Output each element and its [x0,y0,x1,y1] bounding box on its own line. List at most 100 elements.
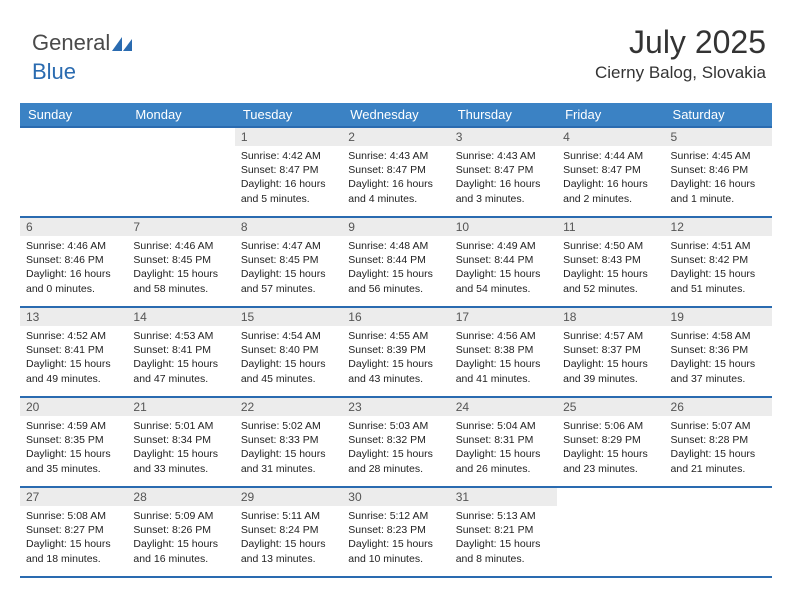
day-line-sr: Sunrise: 4:43 AM [348,149,443,163]
day-body: Sunrise: 5:08 AMSunset: 8:27 PMDaylight:… [20,506,127,572]
day-line-d2: and 56 minutes. [348,282,443,296]
day-body: Sunrise: 4:50 AMSunset: 8:43 PMDaylight:… [557,236,664,302]
day-line-d2: and 41 minutes. [456,372,551,386]
day-line-d1: Daylight: 16 hours [671,177,766,191]
day-body: Sunrise: 5:04 AMSunset: 8:31 PMDaylight:… [450,416,557,482]
day-line-ss: Sunset: 8:23 PM [348,523,443,537]
day-line-d1: Daylight: 15 hours [348,267,443,281]
day-number: 9 [342,218,449,236]
day-line-d2: and 31 minutes. [241,462,336,476]
day-cell: 25Sunrise: 5:06 AMSunset: 8:29 PMDayligh… [557,398,664,486]
day-cell: 6Sunrise: 4:46 AMSunset: 8:46 PMDaylight… [20,218,127,306]
day-body: Sunrise: 5:03 AMSunset: 8:32 PMDaylight:… [342,416,449,482]
day-body: Sunrise: 5:02 AMSunset: 8:33 PMDaylight:… [235,416,342,482]
day-line-sr: Sunrise: 4:51 AM [671,239,766,253]
day-line-d1: Daylight: 15 hours [563,357,658,371]
day-line-d1: Daylight: 15 hours [348,447,443,461]
day-line-ss: Sunset: 8:47 PM [241,163,336,177]
day-line-d2: and 0 minutes. [26,282,121,296]
day-line-sr: Sunrise: 4:55 AM [348,329,443,343]
day-line-sr: Sunrise: 4:53 AM [133,329,228,343]
day-line-sr: Sunrise: 4:43 AM [456,149,551,163]
day-line-d1: Daylight: 15 hours [456,447,551,461]
day-number: 28 [127,488,234,506]
calendar: Sunday Monday Tuesday Wednesday Thursday… [20,103,772,578]
day-body: Sunrise: 4:43 AMSunset: 8:47 PMDaylight:… [450,146,557,212]
day-line-d2: and 57 minutes. [241,282,336,296]
day-line-d1: Daylight: 16 hours [348,177,443,191]
day-line-d1: Daylight: 15 hours [348,537,443,551]
day-cell: 30Sunrise: 5:12 AMSunset: 8:23 PMDayligh… [342,488,449,576]
day-line-ss: Sunset: 8:29 PM [563,433,658,447]
day-body: Sunrise: 5:07 AMSunset: 8:28 PMDaylight:… [665,416,772,482]
day-line-sr: Sunrise: 5:09 AM [133,509,228,523]
day-line-d1: Daylight: 15 hours [133,537,228,551]
day-number: 2 [342,128,449,146]
day-line-sr: Sunrise: 5:12 AM [348,509,443,523]
day-cell: 28Sunrise: 5:09 AMSunset: 8:26 PMDayligh… [127,488,234,576]
weekday-header: Thursday [450,103,557,126]
day-body: Sunrise: 4:44 AMSunset: 8:47 PMDaylight:… [557,146,664,212]
day-body: Sunrise: 4:46 AMSunset: 8:46 PMDaylight:… [20,236,127,302]
day-line-ss: Sunset: 8:41 PM [26,343,121,357]
day-line-ss: Sunset: 8:33 PM [241,433,336,447]
month-title: July 2025 [595,24,766,61]
weekday-header-row: Sunday Monday Tuesday Wednesday Thursday… [20,103,772,126]
day-line-d2: and 47 minutes. [133,372,228,386]
day-number: 10 [450,218,557,236]
day-line-d2: and 8 minutes. [456,552,551,566]
day-cell: 19Sunrise: 4:58 AMSunset: 8:36 PMDayligh… [665,308,772,396]
day-line-d2: and 28 minutes. [348,462,443,476]
day-number: 21 [127,398,234,416]
weeks-container: 1Sunrise: 4:42 AMSunset: 8:47 PMDaylight… [20,126,772,576]
day-line-d2: and 52 minutes. [563,282,658,296]
day-line-ss: Sunset: 8:27 PM [26,523,121,537]
day-body: Sunrise: 4:51 AMSunset: 8:42 PMDaylight:… [665,236,772,302]
day-body: Sunrise: 4:47 AMSunset: 8:45 PMDaylight:… [235,236,342,302]
day-number: 25 [557,398,664,416]
day-line-sr: Sunrise: 5:03 AM [348,419,443,433]
day-number: 18 [557,308,664,326]
day-line-ss: Sunset: 8:44 PM [348,253,443,267]
day-cell [557,488,664,576]
day-line-sr: Sunrise: 5:13 AM [456,509,551,523]
day-line-d1: Daylight: 15 hours [26,537,121,551]
day-number: 19 [665,308,772,326]
day-line-sr: Sunrise: 4:44 AM [563,149,658,163]
week-row: 6Sunrise: 4:46 AMSunset: 8:46 PMDaylight… [20,216,772,306]
day-line-d2: and 2 minutes. [563,192,658,206]
day-cell: 13Sunrise: 4:52 AMSunset: 8:41 PMDayligh… [20,308,127,396]
day-cell: 9Sunrise: 4:48 AMSunset: 8:44 PMDaylight… [342,218,449,306]
day-line-d1: Daylight: 16 hours [456,177,551,191]
day-cell: 21Sunrise: 5:01 AMSunset: 8:34 PMDayligh… [127,398,234,486]
day-number: 23 [342,398,449,416]
day-line-d1: Daylight: 15 hours [563,447,658,461]
day-body: Sunrise: 5:12 AMSunset: 8:23 PMDaylight:… [342,506,449,572]
day-line-d1: Daylight: 15 hours [348,357,443,371]
day-line-d1: Daylight: 15 hours [456,357,551,371]
day-number: 5 [665,128,772,146]
logo-triangle-icon [112,35,132,51]
day-body: Sunrise: 4:55 AMSunset: 8:39 PMDaylight:… [342,326,449,392]
day-cell: 23Sunrise: 5:03 AMSunset: 8:32 PMDayligh… [342,398,449,486]
day-line-d2: and 54 minutes. [456,282,551,296]
day-line-ss: Sunset: 8:47 PM [456,163,551,177]
day-body: Sunrise: 4:46 AMSunset: 8:45 PMDaylight:… [127,236,234,302]
day-line-d2: and 33 minutes. [133,462,228,476]
day-line-sr: Sunrise: 4:47 AM [241,239,336,253]
day-number: 6 [20,218,127,236]
day-line-ss: Sunset: 8:45 PM [133,253,228,267]
day-cell: 22Sunrise: 5:02 AMSunset: 8:33 PMDayligh… [235,398,342,486]
day-line-sr: Sunrise: 5:11 AM [241,509,336,523]
day-body: Sunrise: 4:45 AMSunset: 8:46 PMDaylight:… [665,146,772,212]
day-body: Sunrise: 5:01 AMSunset: 8:34 PMDaylight:… [127,416,234,482]
day-line-d2: and 51 minutes. [671,282,766,296]
day-line-d2: and 23 minutes. [563,462,658,476]
day-line-d2: and 18 minutes. [26,552,121,566]
day-body: Sunrise: 4:59 AMSunset: 8:35 PMDaylight:… [20,416,127,482]
day-line-sr: Sunrise: 5:01 AM [133,419,228,433]
day-body: Sunrise: 4:42 AMSunset: 8:47 PMDaylight:… [235,146,342,212]
logo: General [32,30,134,56]
day-cell: 7Sunrise: 4:46 AMSunset: 8:45 PMDaylight… [127,218,234,306]
day-line-d1: Daylight: 15 hours [241,267,336,281]
